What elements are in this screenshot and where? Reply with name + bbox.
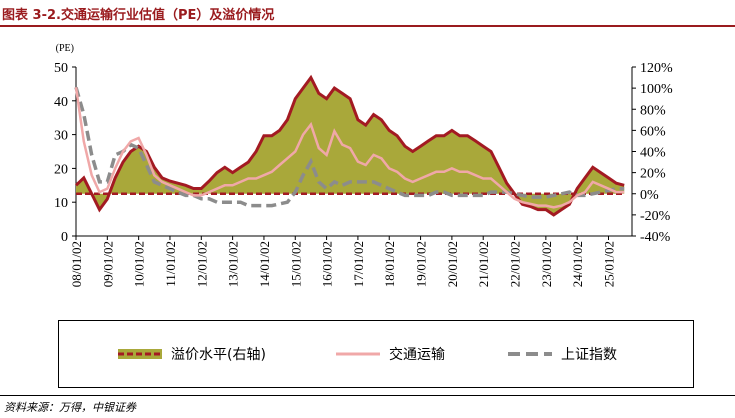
x-tick-label: 19/01/02 bbox=[414, 241, 429, 287]
x-tick-label: 16/01/02 bbox=[320, 241, 335, 287]
x-tick-label: 11/01/02 bbox=[163, 241, 178, 287]
premium-chart: 0 10 20 30 40 50 (PE) -40% -20% 0% 20% 40% 60% 80% 100… bbox=[54, 43, 673, 287]
legend-label-index: 上证指数 bbox=[561, 347, 617, 363]
x-tick-label: 15/01/02 bbox=[288, 241, 303, 287]
x-tick-label: 12/01/02 bbox=[194, 241, 209, 287]
premium-area bbox=[76, 77, 625, 215]
right-tick-label: 100% bbox=[640, 82, 673, 97]
x-tick-label: 10/01/02 bbox=[132, 241, 147, 287]
legend-swatch-index bbox=[508, 352, 552, 356]
left-tick-label: 30 bbox=[54, 129, 68, 144]
source-rule bbox=[0, 395, 735, 396]
x-tick-label: 24/01/02 bbox=[570, 241, 585, 287]
left-tick-label: 10 bbox=[54, 196, 68, 211]
right-tick-label: 120% bbox=[640, 61, 673, 76]
premium-line bbox=[74, 74, 625, 217]
left-tick-label: 0 bbox=[61, 230, 68, 245]
legend-item-premium: 溢价水平(右轴) bbox=[117, 345, 266, 363]
right-tick-label: 80% bbox=[640, 103, 666, 118]
legend-item-transport: 交通运输 bbox=[335, 345, 445, 363]
left-tick-label: 50 bbox=[54, 61, 68, 76]
x-tick-label: 22/01/02 bbox=[508, 241, 523, 287]
chart-legend: 溢价水平(右轴) 交通运输 上证指数 bbox=[58, 320, 694, 388]
left-axis-unit-label: (PE) bbox=[56, 43, 74, 54]
left-tick-label: 40 bbox=[54, 95, 68, 110]
legend-swatch-premium bbox=[118, 349, 162, 359]
page-title: 图表 3-2.交通运输行业估值（PE）及溢价情况 bbox=[2, 8, 275, 23]
right-tick-label: -20% bbox=[640, 209, 671, 224]
x-tick-label: 20/01/02 bbox=[445, 241, 460, 287]
right-tick-label: 0% bbox=[640, 188, 659, 203]
x-tick-label: 17/01/02 bbox=[351, 241, 366, 287]
legend-swatch-transport bbox=[336, 352, 380, 356]
right-tick-label: -40% bbox=[640, 230, 671, 245]
x-tick-label: 08/01/02 bbox=[69, 241, 84, 287]
x-tick-label: 14/01/02 bbox=[257, 241, 272, 287]
x-tick-label: 25/01/02 bbox=[602, 241, 617, 287]
x-tick-label: 13/01/02 bbox=[226, 241, 241, 287]
right-tick-label: 20% bbox=[640, 167, 666, 182]
source-note: 资料来源：万得，中银证券 bbox=[4, 401, 136, 414]
x-tick-label: 23/01/02 bbox=[539, 241, 554, 287]
right-tick-label: 40% bbox=[640, 146, 666, 161]
transport-line bbox=[74, 87, 625, 209]
title-bar: 图表 3-2.交通运输行业估值（PE）及溢价情况 bbox=[0, 0, 735, 27]
index-line bbox=[74, 86, 625, 208]
left-tick-label: 20 bbox=[54, 162, 68, 177]
right-tick-label: 60% bbox=[640, 124, 666, 139]
legend-label-premium: 溢价水平(右轴) bbox=[171, 347, 266, 363]
x-tick-label: 18/01/02 bbox=[382, 241, 397, 287]
title-rule bbox=[0, 25, 735, 27]
legend-item-index: 上证指数 bbox=[507, 345, 617, 363]
legend-label-transport: 交通运输 bbox=[389, 347, 445, 363]
x-tick-label: 09/01/02 bbox=[100, 241, 115, 287]
x-tick-label: 21/01/02 bbox=[476, 241, 491, 287]
